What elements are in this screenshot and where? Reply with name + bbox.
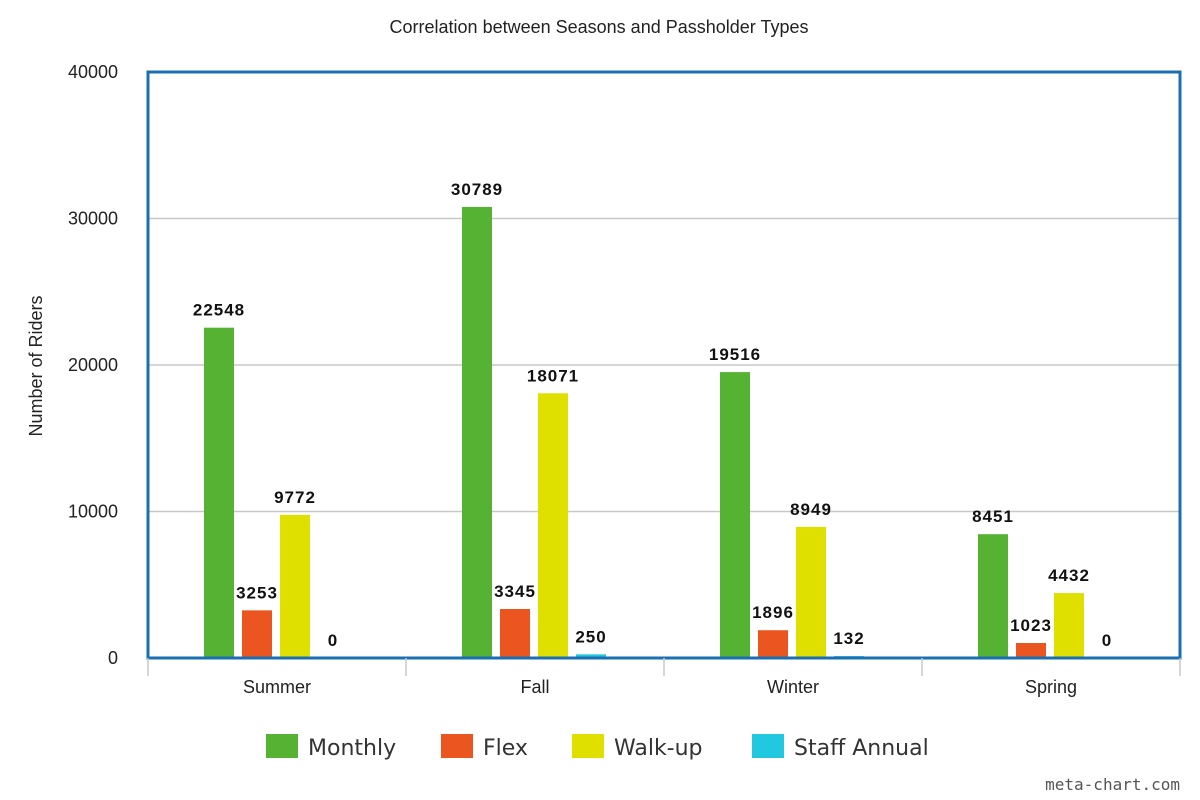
data-label: 8451 xyxy=(972,507,1014,526)
legend-swatch xyxy=(441,734,473,758)
data-label: 8949 xyxy=(790,500,832,519)
legend: Monthly Flex Walk-up Staff Annual xyxy=(266,734,929,761)
bar-monthly xyxy=(978,534,1008,658)
bar-flex xyxy=(242,610,272,658)
data-label: 9772 xyxy=(274,488,316,507)
legend-item-flex: Flex xyxy=(441,734,528,761)
data-label: 0 xyxy=(328,631,338,650)
data-label: 19516 xyxy=(709,345,761,364)
bar-monthly xyxy=(204,327,234,658)
data-label: 22548 xyxy=(193,301,245,320)
legend-item-monthly: Monthly xyxy=(266,734,396,761)
data-labels: 22548 30789 19516 8451 3253 3345 1896 1023 9772 1… xyxy=(193,180,1112,650)
bar-monthly xyxy=(462,206,492,658)
gridlines xyxy=(148,217,1180,513)
x-tick-label: Winter xyxy=(767,677,819,697)
legend-label: Flex xyxy=(483,736,528,761)
data-label: 3253 xyxy=(236,583,278,602)
bar-flex xyxy=(500,608,530,658)
chart-title: Correlation between Seasons and Passhold… xyxy=(390,17,809,37)
legend-label: Staff Annual xyxy=(794,736,929,761)
data-label: 1023 xyxy=(1010,616,1052,635)
data-label: 18071 xyxy=(527,366,579,385)
x-tick-label: Fall xyxy=(520,677,549,697)
bar-walk-up xyxy=(1054,593,1084,658)
data-label: 132 xyxy=(833,629,864,648)
legend-label: Walk-up xyxy=(614,736,703,761)
legend-label: Monthly xyxy=(308,736,396,761)
data-label: 0 xyxy=(1102,631,1112,650)
data-label: 4432 xyxy=(1048,566,1090,585)
data-label: 1896 xyxy=(752,603,794,622)
legend-item-walk-up: Walk-up xyxy=(572,734,703,761)
data-label: 3345 xyxy=(494,582,536,601)
x-tick-label: Spring xyxy=(1025,677,1077,697)
bars xyxy=(204,206,1084,658)
y-axis-label: Number of Riders xyxy=(26,295,46,436)
y-tick-label: 30000 xyxy=(68,209,118,229)
y-tick-label: 20000 xyxy=(68,355,118,375)
y-tick-label: 10000 xyxy=(68,502,118,522)
bar-flex xyxy=(758,630,788,658)
bar-walk-up xyxy=(796,526,826,658)
bar-walk-up xyxy=(280,514,310,658)
y-tick-label: 40000 xyxy=(68,62,118,82)
legend-swatch xyxy=(266,734,298,758)
bar-walk-up xyxy=(538,393,568,658)
bar-staff-annual xyxy=(576,654,606,658)
data-label: 30789 xyxy=(451,180,503,199)
y-axis-ticks: 0 10000 20000 30000 40000 xyxy=(68,62,118,668)
x-axis: Summer Fall Winter Spring xyxy=(147,658,1181,697)
legend-swatch xyxy=(572,734,604,758)
y-tick-label: 0 xyxy=(108,648,118,668)
legend-swatch xyxy=(752,734,784,758)
x-tick-label: Summer xyxy=(243,677,311,697)
bar-monthly xyxy=(720,372,750,658)
bar-flex xyxy=(1016,643,1046,658)
watermark: meta-chart.com xyxy=(1045,775,1180,794)
legend-item-staff-annual: Staff Annual xyxy=(752,734,929,761)
data-label: 250 xyxy=(575,627,606,646)
